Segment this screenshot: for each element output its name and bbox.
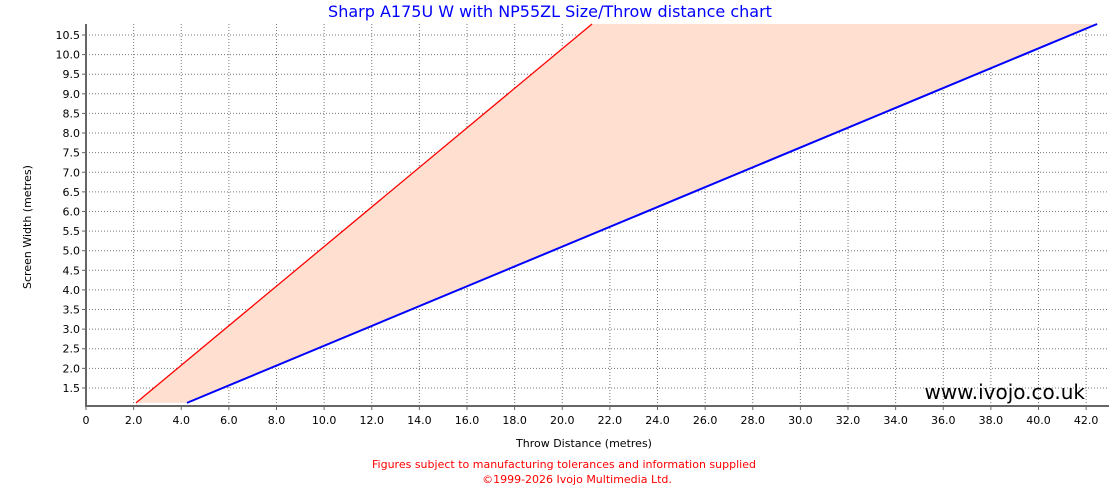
x-tick-label: 20.0 xyxy=(550,414,575,427)
x-tick-label: 10.0 xyxy=(312,414,337,427)
y-tick-label: 8.5 xyxy=(63,107,81,120)
y-tick-label: 3.5 xyxy=(63,304,81,317)
watermark: www.ivojo.co.uk xyxy=(924,380,1085,404)
x-tick-label: 28.0 xyxy=(741,414,766,427)
y-tick-label: 2.5 xyxy=(63,343,81,356)
disclaimer-note: Figures subject to manufacturing toleran… xyxy=(372,458,756,471)
y-tick-label: 6.0 xyxy=(63,205,81,218)
x-tick-label: 18.0 xyxy=(502,414,527,427)
x-tick-label: 40.0 xyxy=(1026,414,1051,427)
x-tick-label: 36.0 xyxy=(931,414,956,427)
y-tick-label: 9.5 xyxy=(63,68,81,81)
throw-range-fill xyxy=(136,24,1098,403)
y-tick-label: 4.5 xyxy=(63,264,81,277)
x-tick-label: 2.0 xyxy=(125,414,143,427)
x-tick-label: 0 xyxy=(83,414,90,427)
x-tick-label: 34.0 xyxy=(883,414,908,427)
x-tick-label: 6.0 xyxy=(220,414,238,427)
y-tick-label: 7.5 xyxy=(63,147,81,160)
x-tick-label: 32.0 xyxy=(836,414,861,427)
y-tick-label: 5.5 xyxy=(63,225,81,238)
x-tick-label: 14.0 xyxy=(407,414,432,427)
x-tick-label: 42.0 xyxy=(1074,414,1099,427)
y-axis-label: Screen Width (metres) xyxy=(21,165,34,289)
y-tick-label: 3.0 xyxy=(63,323,81,336)
y-tick-label: 9.0 xyxy=(63,88,81,101)
y-tick-label: 8.0 xyxy=(63,127,81,140)
max-throw-line xyxy=(186,23,1098,404)
x-tick-label: 26.0 xyxy=(693,414,718,427)
chart-title: Sharp A175U W with NP55ZL Size/Throw dis… xyxy=(328,2,772,21)
y-tick-label: 5.0 xyxy=(63,245,81,258)
x-axis-label: Throw Distance (metres) xyxy=(515,437,652,450)
x-tick-label: 16.0 xyxy=(455,414,480,427)
x-tick-label: 24.0 xyxy=(645,414,670,427)
y-tick-label: 7.0 xyxy=(63,166,81,179)
x-tick-label: 12.0 xyxy=(360,414,385,427)
y-tick-label: 10.0 xyxy=(56,49,81,62)
axes: 0 2.0 4.0 6.0 8.0 10.0 12.0 14.0 16.0 18.0 20.0 22.… xyxy=(56,24,1109,427)
min-throw-line xyxy=(135,23,593,404)
x-tick-label: 22.0 xyxy=(598,414,623,427)
y-tick-label: 6.5 xyxy=(63,186,81,199)
x-tick-label: 38.0 xyxy=(979,414,1004,427)
y-tick-label: 1.5 xyxy=(63,382,81,395)
copyright-note: ©1999-2026 Ivojo Multimedia Ltd. xyxy=(482,473,672,486)
y-tick-label: 10.5 xyxy=(56,29,81,42)
x-tick-label: 8.0 xyxy=(268,414,286,427)
x-tick-label: 30.0 xyxy=(788,414,813,427)
y-tick-label: 2.0 xyxy=(63,362,81,375)
x-tick-label: 4.0 xyxy=(173,414,191,427)
y-tick-label: 4.0 xyxy=(63,284,81,297)
